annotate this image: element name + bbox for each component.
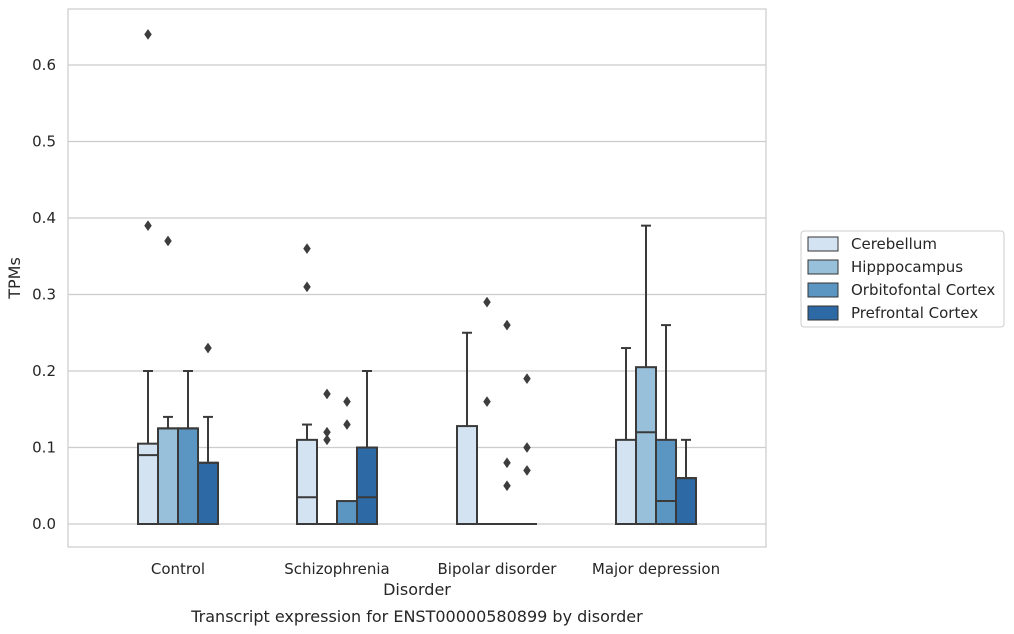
outlier-point xyxy=(523,442,531,453)
outlier-point xyxy=(343,396,351,408)
outlier-point xyxy=(323,388,331,400)
legend-label: Hipppocampus xyxy=(851,258,963,276)
box-body xyxy=(336,500,358,525)
outlier-point xyxy=(523,373,531,385)
outlier-point xyxy=(303,243,311,255)
legend-label: Prefrontal Cortex xyxy=(851,304,978,322)
chart-caption: Transcript expression for ENST0000058089… xyxy=(190,607,643,626)
box-2-3 xyxy=(517,373,537,525)
legend-swatch xyxy=(807,305,839,321)
y-tick-label: 0.1 xyxy=(32,439,56,457)
outlier-point xyxy=(323,434,331,446)
box-3-3 xyxy=(675,438,697,526)
box-2-2 xyxy=(497,319,517,525)
boxes xyxy=(137,28,697,526)
box-3-1 xyxy=(635,224,657,525)
y-tick-label: 0.0 xyxy=(32,515,56,533)
outlier-point xyxy=(144,28,152,40)
outlier-point xyxy=(503,457,511,469)
outlier-point xyxy=(483,396,491,408)
y-tick-labels: 0.0 0.1 0.2 0.3 0.4 0.5 0.6 xyxy=(32,56,56,533)
box-body xyxy=(655,438,677,526)
box-1-1 xyxy=(317,388,337,525)
y-tick-label: 0.4 xyxy=(32,209,56,227)
outlier-point xyxy=(303,281,311,293)
y-tick-label: 0.5 xyxy=(32,133,56,151)
y-tick-label: 0.6 xyxy=(32,56,56,74)
legend-swatch xyxy=(807,259,839,275)
box-body xyxy=(296,438,318,526)
x-tick-label: Control xyxy=(151,560,205,578)
outlier-point xyxy=(523,465,531,476)
legend: Cerebellum Hipppocampus Orbitofontal Corte… xyxy=(800,230,1005,328)
x-tick-label: Bipolar disorder xyxy=(438,560,558,578)
x-tick-label: Schizophrenia xyxy=(284,560,389,578)
box-body xyxy=(157,427,179,525)
outlier-point xyxy=(343,419,351,430)
box-3-2 xyxy=(655,324,677,526)
outlier-point xyxy=(503,319,511,331)
outlier-point xyxy=(144,220,152,232)
box-body xyxy=(356,446,378,525)
box-body xyxy=(197,461,219,525)
outlier-point xyxy=(503,480,511,492)
legend-swatch xyxy=(807,282,839,298)
x-tick-label: Major depression xyxy=(592,560,720,578)
box-body xyxy=(635,366,657,525)
box-body xyxy=(615,438,637,526)
box-0-3 xyxy=(197,342,219,525)
outlier-point xyxy=(483,296,491,308)
legend-label: Orbitofontal Cortex xyxy=(851,281,995,299)
box-2-0 xyxy=(456,331,478,525)
box-body xyxy=(177,427,199,525)
legend-label: Cerebellum xyxy=(851,235,937,253)
legend-frame xyxy=(800,230,1005,328)
x-axis-title: Disorder xyxy=(383,580,451,599)
box-body xyxy=(675,477,697,526)
box-1-3 xyxy=(356,370,378,525)
y-tick-label: 0.2 xyxy=(32,362,56,380)
box-body xyxy=(456,425,478,525)
x-tick-labels: Control Schizophrenia Bipolar disorder Majo… xyxy=(151,560,720,578)
box-3-0 xyxy=(615,347,637,526)
outlier-point xyxy=(204,342,212,354)
box-2-1 xyxy=(477,296,497,525)
outlier-point xyxy=(164,235,172,247)
y-tick-label: 0.3 xyxy=(32,286,56,304)
box-0-0 xyxy=(137,28,159,525)
y-axis-title: TPMs xyxy=(5,257,24,300)
box-1-0 xyxy=(296,243,318,526)
legend-items: Cerebellum Hipppocampus Orbitofontal Corte… xyxy=(807,235,995,322)
legend-swatch xyxy=(807,236,839,252)
